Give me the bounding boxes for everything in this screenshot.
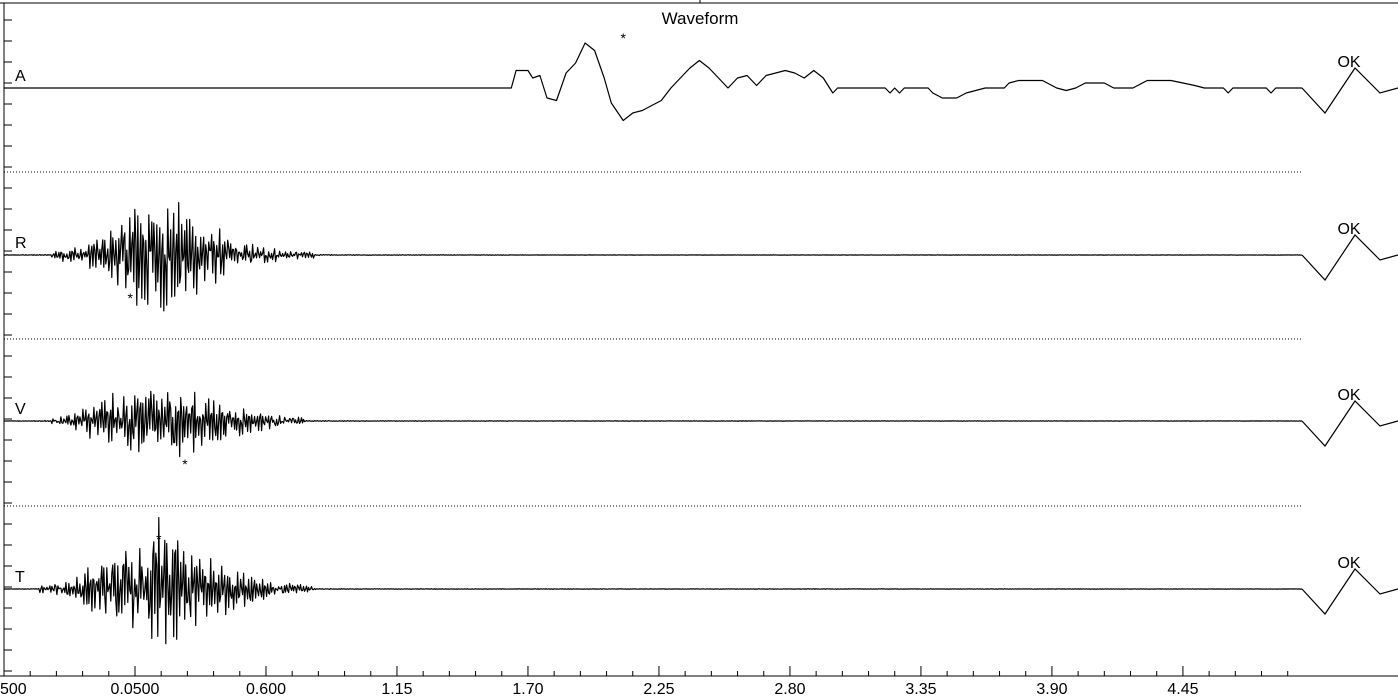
peak-marker: * (128, 290, 134, 306)
waveform-line (4, 42, 1302, 122)
chart-title: Waveform (662, 9, 739, 28)
chart-frame (0, 0, 1398, 677)
x-axis: -0.500 0.0500 0.600 1.15 1.70 2.25 2.80 3.35 3.9… (0, 666, 1289, 696)
trace-a: OK A * (4, 30, 1398, 122)
status-glyph (1301, 568, 1398, 615)
x-tick-label: 0.600 (246, 681, 286, 696)
status-label: OK (1337, 387, 1360, 404)
traces: OK A * OK R * OK V * OK T * (3, 30, 1398, 645)
x-tick-label: 2.25 (643, 681, 674, 696)
trace-separators (4, 171, 1302, 507)
status-label: OK (1337, 221, 1360, 238)
trace-t: OK T * (3, 517, 1398, 645)
trace-v: OK V * (3, 387, 1398, 472)
waveform-line (3, 390, 1303, 458)
status-label: OK (1337, 54, 1360, 71)
status-glyph (1301, 400, 1398, 447)
peak-marker: * (621, 30, 627, 46)
x-tick-label: -0.500 (0, 681, 27, 696)
x-tick-label: 4.45 (1167, 681, 1198, 696)
status-label: OK (1337, 555, 1360, 572)
x-tick-label: 0.0500 (111, 681, 160, 696)
x-tick-label: 1.70 (512, 681, 543, 696)
trace-name-label: A (15, 68, 26, 85)
x-tick-label: 1.15 (381, 681, 412, 696)
trace-name-label: T (15, 569, 25, 586)
trace-name-label: R (15, 235, 27, 252)
status-glyph (1301, 67, 1398, 114)
peak-marker: * (156, 531, 162, 547)
status-glyph (1301, 234, 1398, 281)
x-tick-label: 2.80 (774, 681, 805, 696)
x-tick-label: 3.90 (1036, 681, 1067, 696)
trace-r: OK R * (3, 202, 1398, 312)
peak-marker: * (182, 456, 188, 472)
waveform-line (3, 202, 1303, 312)
trace-name-label: V (15, 401, 26, 418)
x-tick-label: 3.35 (905, 681, 936, 696)
left-axis-ticks (4, 19, 12, 672)
waveform-line (3, 517, 1303, 645)
